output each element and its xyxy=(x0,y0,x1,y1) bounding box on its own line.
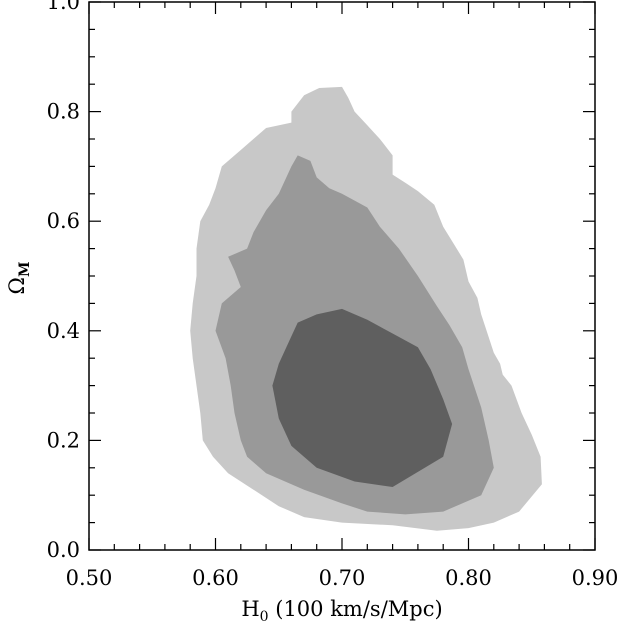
x-tick-label: 0.80 xyxy=(445,566,492,590)
y-tick-label: 1.0 xyxy=(47,0,80,14)
x-tick-label: 0.90 xyxy=(572,566,619,590)
x-tick-label: 0.70 xyxy=(319,566,366,590)
y-tick-label: 0.0 xyxy=(47,538,80,562)
x-tick-label: 0.60 xyxy=(192,566,239,590)
x-tick-label: 0.50 xyxy=(66,566,113,590)
y-tick-label: 0.8 xyxy=(47,100,80,124)
y-axis-label-sub: M xyxy=(17,262,33,278)
x-axis-label: H0 (100 km/s/Mpc) xyxy=(241,597,442,625)
ticks xyxy=(88,1,596,551)
contour-inner xyxy=(272,308,453,487)
x-axis-label-main: H xyxy=(241,597,259,621)
x-axis-label-sub: 0 xyxy=(260,609,269,625)
contour-layer xyxy=(190,86,542,531)
x-tick-labels: 0.50 0.60 0.70 0.80 0.90 xyxy=(66,566,619,590)
y-tick-label: 0.2 xyxy=(47,428,80,452)
y-tick-label: 0.4 xyxy=(47,319,80,343)
y-axis-label: ΩM xyxy=(5,262,33,295)
y-tick-labels: 0.0 0.2 0.4 0.6 0.8 1.0 xyxy=(47,0,80,562)
y-tick-label: 0.6 xyxy=(47,209,80,233)
x-axis-label-rest: (100 km/s/Mpc) xyxy=(269,597,443,621)
y-axis-label-main: Ω xyxy=(5,277,29,294)
